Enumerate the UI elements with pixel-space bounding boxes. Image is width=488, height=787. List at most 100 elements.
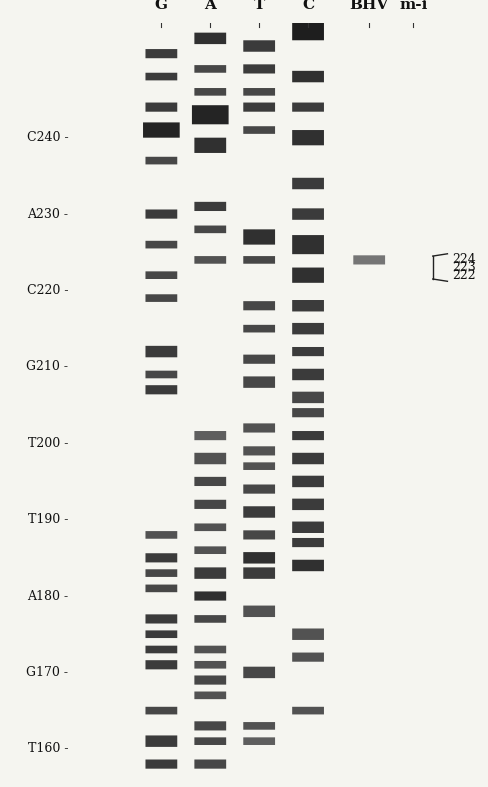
Text: C: C (302, 0, 313, 12)
FancyBboxPatch shape (194, 226, 225, 233)
FancyBboxPatch shape (243, 530, 274, 540)
FancyBboxPatch shape (194, 722, 225, 730)
FancyBboxPatch shape (243, 65, 274, 73)
FancyBboxPatch shape (194, 546, 225, 554)
FancyBboxPatch shape (145, 569, 177, 577)
FancyBboxPatch shape (243, 301, 274, 310)
FancyBboxPatch shape (292, 178, 324, 189)
FancyBboxPatch shape (292, 71, 324, 83)
Text: A: A (204, 0, 216, 12)
Text: 223: 223 (451, 261, 475, 274)
FancyBboxPatch shape (145, 241, 177, 249)
FancyBboxPatch shape (292, 560, 324, 571)
FancyBboxPatch shape (243, 256, 274, 264)
FancyBboxPatch shape (194, 661, 225, 669)
FancyBboxPatch shape (292, 323, 324, 334)
FancyBboxPatch shape (143, 123, 180, 138)
FancyBboxPatch shape (191, 105, 228, 124)
FancyBboxPatch shape (145, 707, 177, 715)
FancyBboxPatch shape (243, 102, 274, 112)
FancyBboxPatch shape (243, 446, 274, 456)
FancyBboxPatch shape (145, 209, 177, 219)
FancyBboxPatch shape (145, 531, 177, 539)
FancyBboxPatch shape (243, 126, 274, 134)
FancyBboxPatch shape (243, 552, 274, 563)
FancyBboxPatch shape (292, 538, 324, 547)
FancyBboxPatch shape (243, 229, 274, 245)
FancyBboxPatch shape (292, 209, 324, 220)
FancyBboxPatch shape (194, 453, 225, 464)
FancyBboxPatch shape (145, 735, 177, 747)
Text: G210 -: G210 - (26, 360, 68, 373)
FancyBboxPatch shape (292, 629, 324, 640)
Text: G170 -: G170 - (26, 666, 68, 679)
FancyBboxPatch shape (145, 645, 177, 653)
Text: T160 -: T160 - (28, 742, 68, 756)
Text: A180 -: A180 - (27, 589, 68, 603)
FancyBboxPatch shape (243, 485, 274, 493)
FancyBboxPatch shape (292, 499, 324, 510)
FancyBboxPatch shape (243, 722, 274, 730)
FancyBboxPatch shape (145, 759, 177, 769)
FancyBboxPatch shape (194, 65, 225, 72)
FancyBboxPatch shape (194, 523, 225, 531)
FancyBboxPatch shape (145, 385, 177, 394)
FancyBboxPatch shape (243, 355, 274, 364)
Text: T190 -: T190 - (28, 513, 68, 527)
FancyBboxPatch shape (243, 462, 274, 470)
FancyBboxPatch shape (243, 376, 274, 388)
FancyBboxPatch shape (292, 300, 324, 312)
Text: BHV: BHV (349, 0, 388, 12)
FancyBboxPatch shape (194, 256, 225, 264)
FancyBboxPatch shape (145, 630, 177, 638)
FancyBboxPatch shape (292, 369, 324, 380)
FancyBboxPatch shape (194, 431, 225, 440)
FancyBboxPatch shape (292, 130, 324, 146)
FancyBboxPatch shape (145, 585, 177, 592)
Text: 224: 224 (451, 253, 475, 267)
FancyBboxPatch shape (145, 371, 177, 379)
FancyBboxPatch shape (292, 392, 324, 403)
FancyBboxPatch shape (292, 408, 324, 417)
FancyBboxPatch shape (243, 567, 274, 578)
Text: T200 -: T200 - (28, 437, 68, 449)
FancyBboxPatch shape (292, 235, 324, 254)
Text: 222: 222 (451, 268, 475, 282)
FancyBboxPatch shape (145, 615, 177, 623)
FancyBboxPatch shape (352, 255, 385, 264)
FancyBboxPatch shape (194, 615, 225, 623)
FancyBboxPatch shape (145, 272, 177, 279)
FancyBboxPatch shape (194, 592, 225, 600)
FancyBboxPatch shape (145, 49, 177, 58)
FancyBboxPatch shape (243, 667, 274, 678)
FancyBboxPatch shape (194, 645, 225, 653)
FancyBboxPatch shape (145, 553, 177, 563)
Text: T: T (253, 0, 264, 12)
FancyBboxPatch shape (292, 347, 324, 357)
FancyBboxPatch shape (145, 345, 177, 357)
FancyBboxPatch shape (243, 325, 274, 332)
FancyBboxPatch shape (292, 707, 324, 715)
FancyBboxPatch shape (145, 102, 177, 112)
FancyBboxPatch shape (194, 759, 225, 769)
Text: A230 -: A230 - (27, 208, 68, 220)
FancyBboxPatch shape (292, 475, 324, 487)
FancyBboxPatch shape (292, 102, 324, 112)
FancyBboxPatch shape (194, 737, 225, 745)
FancyBboxPatch shape (145, 157, 177, 164)
FancyBboxPatch shape (243, 423, 274, 433)
FancyBboxPatch shape (243, 88, 274, 96)
FancyBboxPatch shape (194, 692, 225, 699)
FancyBboxPatch shape (194, 88, 225, 96)
FancyBboxPatch shape (194, 201, 225, 211)
FancyBboxPatch shape (243, 506, 274, 518)
FancyBboxPatch shape (292, 268, 324, 283)
FancyBboxPatch shape (194, 500, 225, 509)
Text: m-i: m-i (398, 0, 427, 12)
FancyBboxPatch shape (194, 675, 225, 685)
Text: C240 -: C240 - (27, 131, 68, 144)
FancyBboxPatch shape (243, 737, 274, 745)
FancyBboxPatch shape (292, 522, 324, 533)
FancyBboxPatch shape (292, 453, 324, 464)
FancyBboxPatch shape (194, 32, 225, 44)
